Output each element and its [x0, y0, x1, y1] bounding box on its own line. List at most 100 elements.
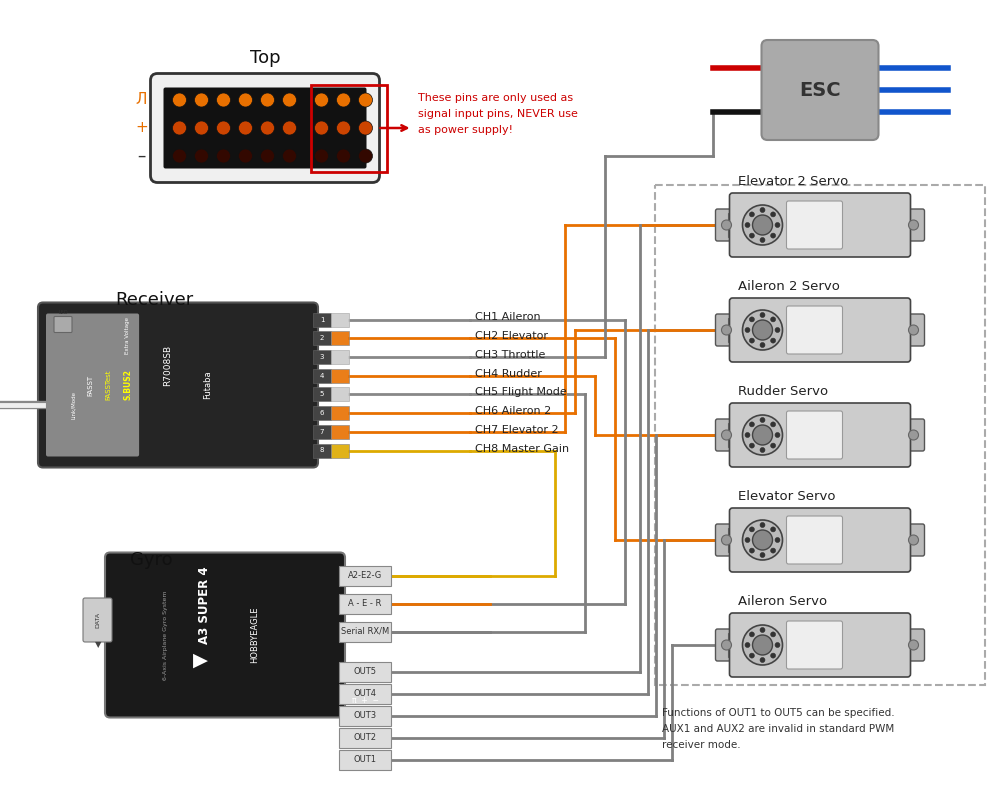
Circle shape [722, 430, 732, 440]
FancyBboxPatch shape [331, 312, 349, 327]
Circle shape [749, 338, 754, 343]
Circle shape [745, 538, 750, 543]
Text: CH2 Elevator: CH2 Elevator [475, 331, 548, 341]
Text: Futaba: Futaba [204, 371, 212, 399]
Circle shape [194, 149, 208, 163]
Circle shape [771, 317, 776, 322]
FancyBboxPatch shape [150, 74, 380, 182]
FancyBboxPatch shape [313, 425, 331, 439]
Circle shape [745, 642, 750, 647]
Text: 6: 6 [320, 410, 324, 416]
Text: FASST: FASST [87, 375, 93, 396]
Circle shape [336, 93, 351, 107]
Circle shape [283, 149, 296, 163]
Text: signal input pins, NEVER use: signal input pins, NEVER use [418, 109, 577, 119]
FancyBboxPatch shape [339, 706, 391, 726]
Circle shape [283, 121, 296, 135]
FancyBboxPatch shape [164, 88, 366, 169]
Circle shape [239, 121, 252, 135]
FancyBboxPatch shape [54, 316, 72, 333]
Text: CH8 Master Gain: CH8 Master Gain [475, 444, 569, 453]
FancyBboxPatch shape [339, 684, 391, 703]
Circle shape [173, 149, 186, 163]
Text: Elevator 2 Servo: Elevator 2 Servo [738, 175, 848, 188]
Circle shape [760, 522, 765, 527]
Circle shape [908, 430, 918, 440]
Text: CH5 Flight Mode: CH5 Flight Mode [475, 388, 567, 397]
Circle shape [908, 325, 918, 335]
Text: A - E - R: A - E - R [348, 599, 382, 608]
Text: OUT2: OUT2 [354, 733, 376, 742]
Circle shape [771, 212, 776, 217]
Circle shape [908, 220, 918, 230]
Circle shape [749, 548, 754, 553]
Circle shape [760, 658, 765, 663]
FancyBboxPatch shape [730, 193, 910, 257]
FancyBboxPatch shape [331, 369, 349, 383]
Circle shape [722, 535, 732, 545]
Circle shape [775, 222, 780, 228]
Text: OUT3: OUT3 [353, 711, 377, 720]
FancyBboxPatch shape [730, 613, 910, 677]
FancyBboxPatch shape [902, 419, 924, 451]
Circle shape [753, 425, 772, 445]
FancyBboxPatch shape [331, 444, 349, 457]
Circle shape [260, 149, 274, 163]
FancyBboxPatch shape [902, 209, 924, 241]
Circle shape [358, 121, 372, 135]
Circle shape [745, 432, 750, 437]
Circle shape [749, 527, 754, 532]
Text: OUT1: OUT1 [354, 755, 376, 764]
Circle shape [260, 93, 274, 107]
Circle shape [745, 328, 750, 333]
FancyBboxPatch shape [313, 312, 331, 327]
FancyBboxPatch shape [339, 662, 391, 681]
Circle shape [771, 548, 776, 553]
Circle shape [775, 538, 780, 543]
Text: as power supply!: as power supply! [418, 125, 512, 135]
Circle shape [771, 443, 776, 448]
FancyBboxPatch shape [105, 552, 345, 718]
Circle shape [760, 552, 765, 557]
FancyBboxPatch shape [313, 331, 331, 345]
Circle shape [753, 320, 772, 340]
Text: Rudder Servo: Rudder Servo [738, 385, 828, 398]
FancyBboxPatch shape [716, 524, 738, 556]
FancyBboxPatch shape [331, 350, 349, 364]
FancyBboxPatch shape [339, 727, 391, 748]
Circle shape [314, 93, 328, 107]
Circle shape [753, 635, 772, 655]
FancyBboxPatch shape [786, 306, 842, 354]
Text: Aileron Servo: Aileron Servo [738, 595, 827, 608]
Circle shape [173, 93, 186, 107]
Circle shape [742, 205, 782, 245]
Text: R7008SB: R7008SB [164, 345, 173, 385]
Circle shape [771, 233, 776, 238]
Text: ▶: ▶ [192, 650, 208, 670]
Text: HOBBYEAGLE: HOBBYEAGLE [250, 607, 260, 663]
Text: 5: 5 [320, 392, 324, 397]
FancyBboxPatch shape [728, 528, 734, 552]
Circle shape [239, 93, 252, 107]
Circle shape [336, 121, 351, 135]
FancyBboxPatch shape [902, 314, 924, 346]
Circle shape [742, 520, 782, 560]
FancyBboxPatch shape [728, 633, 734, 657]
FancyBboxPatch shape [331, 406, 349, 420]
Circle shape [742, 310, 782, 350]
Text: AUX1 and AUX2 are invalid in standard PWM: AUX1 and AUX2 are invalid in standard PW… [662, 724, 894, 734]
FancyBboxPatch shape [730, 298, 910, 362]
FancyBboxPatch shape [331, 425, 349, 439]
Circle shape [314, 121, 328, 135]
Text: 3: 3 [320, 354, 324, 360]
Circle shape [760, 418, 765, 423]
Circle shape [749, 632, 754, 637]
FancyBboxPatch shape [313, 350, 331, 364]
FancyBboxPatch shape [730, 508, 910, 572]
FancyBboxPatch shape [786, 411, 842, 459]
FancyBboxPatch shape [728, 318, 734, 342]
FancyBboxPatch shape [339, 565, 391, 586]
Circle shape [749, 422, 754, 427]
Circle shape [239, 149, 252, 163]
Text: +: + [135, 121, 148, 135]
